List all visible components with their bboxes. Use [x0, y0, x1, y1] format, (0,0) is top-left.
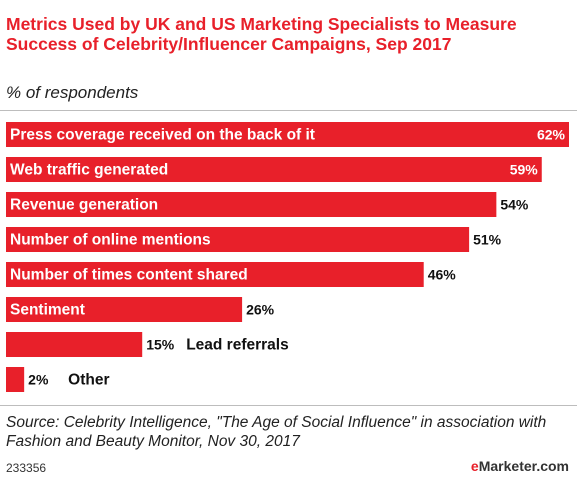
bar-category-label: Number of times content shared	[10, 267, 248, 284]
source-note: Source: Celebrity Intelligence, "The Age…	[6, 414, 547, 450]
chart-title: Metrics Used by UK and US Marketing Spec…	[6, 14, 517, 54]
bar-2	[6, 192, 497, 217]
bar-value-label: 15%	[146, 337, 175, 353]
bar-category-label: Number of online mentions	[10, 232, 211, 249]
bar-3	[6, 227, 470, 252]
emarketer-logo: eMarketer.com	[470, 458, 569, 474]
chart-id: 233356	[6, 461, 47, 475]
bar-value-label: 26%	[246, 302, 275, 318]
chart-subtitle: % of respondents	[6, 83, 139, 102]
bar-value-label: 46%	[428, 267, 457, 283]
bar-category-label: Lead referrals	[186, 337, 289, 354]
bar-category-label: Web traffic generated	[10, 162, 168, 179]
bar-category-label: Press coverage received on the back of i…	[10, 127, 315, 144]
bar-category-label: Revenue generation	[10, 197, 158, 214]
bar-category-label: Other	[68, 372, 109, 389]
bar-7	[6, 367, 25, 392]
top-divider	[0, 110, 577, 111]
bar-1	[6, 157, 542, 182]
bar-value-label: 62%	[537, 127, 566, 143]
bar-6	[6, 332, 143, 357]
bottom-divider	[0, 405, 577, 406]
bar-value-label: 2%	[28, 372, 49, 388]
bar-value-label: 59%	[510, 162, 539, 178]
bar-5	[6, 297, 243, 322]
bar-value-label: 54%	[500, 197, 529, 213]
bar-0	[6, 122, 569, 147]
bar-chart: Press coverage received on the back of i…	[6, 122, 569, 392]
bar-category-label: Sentiment	[10, 302, 85, 319]
bar-4	[6, 262, 424, 287]
bar-value-label: 51%	[473, 232, 502, 248]
